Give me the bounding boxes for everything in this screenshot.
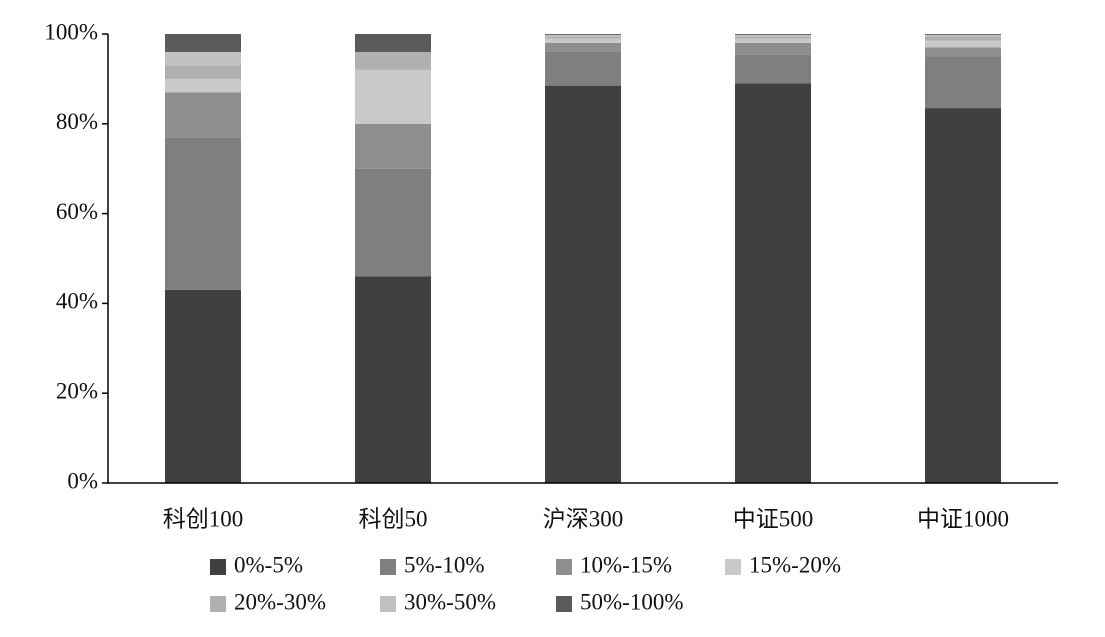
bar-segment (355, 168, 431, 277)
legend-label: 15%-20% (749, 552, 841, 577)
bar-segment (925, 47, 1001, 57)
bar-segment (355, 69, 431, 124)
x-tick-label: 沪深300 (543, 506, 624, 531)
bar-segment (165, 289, 241, 483)
legend-swatch (210, 559, 226, 575)
legend-label: 30%-50% (404, 589, 496, 614)
bar-segment (355, 51, 431, 70)
bar-segment (545, 42, 621, 52)
bar-segment (165, 78, 241, 93)
bar-segment (165, 34, 241, 52)
legend-label: 50%-100% (580, 589, 683, 614)
legend-swatch (556, 596, 572, 612)
y-tick-label: 20% (56, 378, 98, 403)
bar-segment (545, 34, 621, 35)
bar-segment (545, 51, 621, 86)
bar-segment (545, 34, 621, 37)
bar-segment (165, 137, 241, 290)
y-tick-label: 40% (56, 289, 98, 314)
bar-segment (545, 85, 621, 483)
bar-segment (545, 36, 621, 39)
legend-swatch (556, 559, 572, 575)
x-tick-label: 中证1000 (917, 506, 1009, 531)
y-tick-label: 60% (56, 199, 98, 224)
bar-segment (735, 83, 811, 483)
x-tick-label: 中证500 (733, 506, 814, 531)
bar-segment (925, 36, 1001, 41)
bar-segment (355, 123, 431, 169)
y-tick-label: 80% (56, 109, 98, 134)
bar-segment (925, 40, 1001, 48)
bar-segment (735, 42, 811, 55)
bar-segment (735, 38, 811, 43)
x-tick-label: 科创50 (359, 506, 428, 531)
y-tick-label: 100% (44, 19, 98, 44)
legend-label: 20%-30% (234, 589, 326, 614)
y-tick-label: 0% (67, 468, 98, 493)
bar-segment (925, 56, 1001, 109)
legend-label: 5%-10% (404, 552, 484, 577)
bar-segment (925, 34, 1001, 35)
bar-segment (735, 34, 811, 35)
bar-segment (925, 108, 1001, 484)
legend-swatch (380, 559, 396, 575)
legend-label: 0%-5% (234, 552, 303, 577)
bar-segment (355, 34, 431, 52)
bar-segment (355, 276, 431, 483)
legend-swatch (380, 596, 396, 612)
bar-segment (165, 92, 241, 138)
bar-segment (735, 34, 811, 37)
bar-segment (165, 65, 241, 79)
bar-segment (165, 51, 241, 66)
legend-swatch (210, 596, 226, 612)
bar-segment (735, 54, 811, 84)
x-tick-label: 科创100 (163, 506, 244, 531)
bar-segment (735, 36, 811, 39)
bar-segment (545, 38, 621, 43)
bar-segment (925, 34, 1001, 37)
legend-label: 10%-15% (580, 552, 672, 577)
legend-swatch (725, 559, 741, 575)
